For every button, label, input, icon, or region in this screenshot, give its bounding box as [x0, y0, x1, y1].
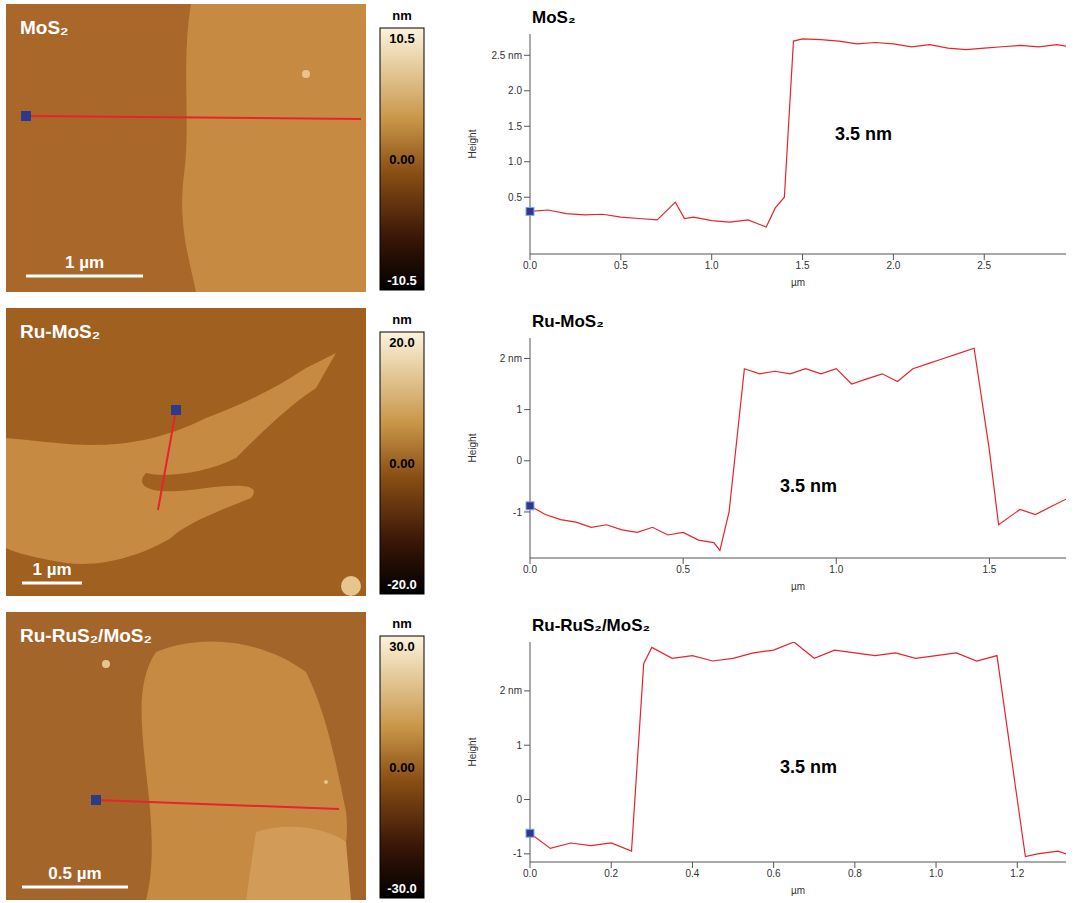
html-text:3.5 nm: 3.5 nm: [835, 124, 892, 144]
svg-text:0.5: 0.5: [508, 192, 522, 203]
svg-text:0: 0: [516, 455, 522, 466]
svg-text:0.4: 0.4: [685, 868, 699, 879]
svg-text:nm: nm: [392, 616, 412, 631]
svg-text:2.5: 2.5: [977, 260, 991, 271]
svg-text:1.0: 1.0: [508, 156, 522, 167]
svg-text:0.5: 0.5: [614, 260, 628, 271]
svg-text:0.0: 0.0: [523, 260, 537, 271]
svg-text:0.00: 0.00: [389, 456, 414, 471]
svg-text:1 µm: 1 µm: [32, 560, 71, 579]
svg-text:0.0: 0.0: [523, 868, 537, 879]
svg-text:0.0: 0.0: [523, 564, 537, 575]
svg-text:1.2: 1.2: [1010, 868, 1024, 879]
svg-text:nm: nm: [392, 312, 412, 327]
html-text:3.5 nm: 3.5 nm: [780, 476, 837, 496]
svg-text:2.5 nm: 2.5 nm: [491, 50, 522, 61]
svg-text:-1: -1: [513, 507, 522, 518]
svg-text:0.5: 0.5: [676, 564, 690, 575]
svg-text:-10.5: -10.5: [387, 273, 417, 288]
svg-text:MoS₂: MoS₂: [20, 17, 69, 38]
svg-text:nm: nm: [392, 8, 412, 23]
svg-text:0.00: 0.00: [389, 152, 414, 167]
svg-text:Height: Height: [467, 129, 478, 158]
svg-text:-30.0: -30.0: [387, 881, 417, 896]
svg-text:0.6: 0.6: [767, 868, 781, 879]
svg-text:10.5: 10.5: [389, 31, 414, 46]
svg-text:2 nm: 2 nm: [500, 685, 522, 696]
svg-text:Height: Height: [467, 433, 478, 462]
svg-text:1: 1: [516, 740, 522, 751]
svg-text:0.2: 0.2: [604, 868, 618, 879]
svg-text:0.5 µm: 0.5 µm: [48, 864, 101, 883]
svg-text:µm: µm: [791, 581, 805, 592]
html-text:MoS₂: MoS₂: [532, 8, 576, 27]
svg-text:Ru-RuS₂/MoS₂: Ru-RuS₂/MoS₂: [20, 625, 152, 646]
svg-text:1.0: 1.0: [705, 260, 719, 271]
svg-text:2.0: 2.0: [886, 260, 900, 271]
svg-text:20.0: 20.0: [389, 335, 414, 350]
svg-text:0.8: 0.8: [848, 868, 862, 879]
svg-text:µm: µm: [791, 277, 805, 288]
svg-text:µm: µm: [791, 885, 805, 896]
svg-text:1.5: 1.5: [982, 564, 996, 575]
svg-text:0: 0: [516, 794, 522, 805]
svg-text:0.00: 0.00: [389, 760, 414, 775]
svg-text:1 µm: 1 µm: [65, 253, 104, 272]
svg-text:Ru-MoS₂: Ru-MoS₂: [20, 321, 100, 342]
svg-text:Height: Height: [467, 737, 478, 766]
svg-text:-20.0: -20.0: [387, 577, 417, 592]
svg-text:1: 1: [516, 404, 522, 415]
svg-text:1.5: 1.5: [796, 260, 810, 271]
svg-text:2 nm: 2 nm: [500, 353, 522, 364]
svg-text:30.0: 30.0: [389, 639, 414, 654]
svg-text:2.0: 2.0: [508, 85, 522, 96]
svg-text:-1: -1: [513, 848, 522, 859]
html-text:Ru-MoS₂: Ru-MoS₂: [532, 312, 604, 331]
html-text:Ru-RuS₂/MoS₂: Ru-RuS₂/MoS₂: [532, 616, 650, 635]
svg-text:1.0: 1.0: [829, 564, 843, 575]
svg-text:1.5: 1.5: [508, 121, 522, 132]
svg-text:1.0: 1.0: [929, 868, 943, 879]
html-text:3.5 nm: 3.5 nm: [780, 757, 837, 777]
